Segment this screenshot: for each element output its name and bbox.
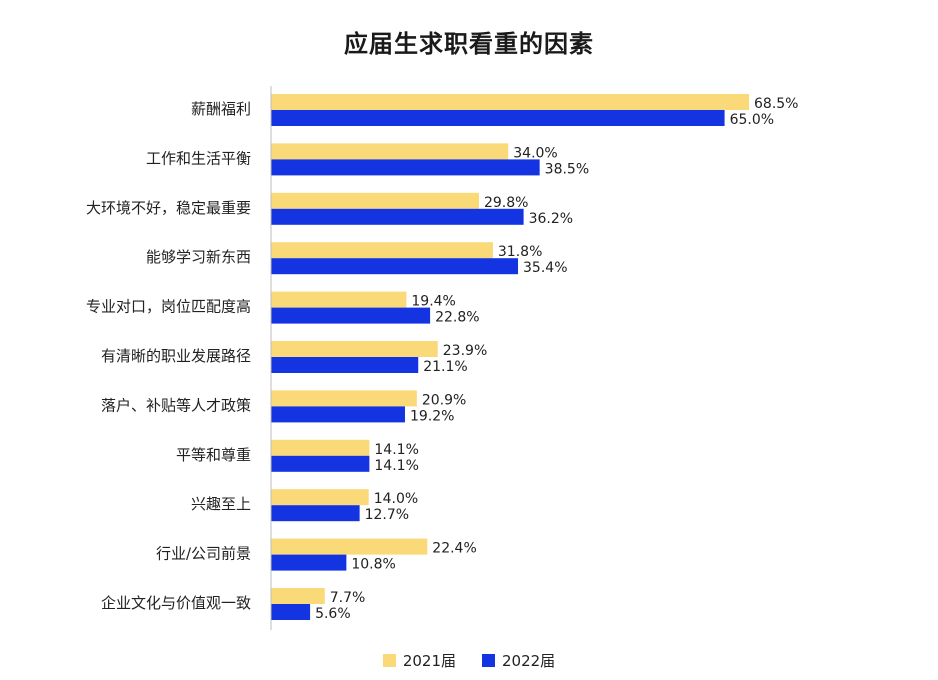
data-label: 19.2% [410, 408, 454, 424]
data-label: 29.8% [484, 195, 528, 211]
bar-2022届 [271, 554, 347, 571]
bar-2021届 [271, 143, 509, 160]
category-label: 专业对口，岗位匹配度高 [86, 298, 251, 316]
bar-2021届 [271, 291, 407, 308]
category-label: 能够学习新东西 [146, 248, 251, 266]
legend-label: 2021届 [402, 652, 456, 670]
chart-title: 应届生求职看重的因素 [344, 30, 594, 58]
data-label: 22.8% [435, 310, 479, 326]
data-label: 34.0% [513, 145, 557, 161]
bar-2022届 [271, 208, 524, 225]
bar-2022届 [271, 307, 431, 324]
data-label: 5.6% [315, 606, 351, 622]
bar-2021届 [271, 538, 428, 555]
category-label: 落户、补贴等人才政策 [101, 396, 251, 414]
data-label: 14.1% [374, 458, 418, 474]
bar-2022届 [271, 604, 311, 620]
category-label: 企业文化与价值观一致 [101, 594, 251, 612]
data-label: 14.0% [374, 491, 418, 507]
data-label: 22.4% [432, 541, 476, 557]
category-label: 工作和生活平衡 [146, 149, 251, 167]
bar-2021届 [271, 390, 417, 407]
bar-2022届 [271, 110, 725, 126]
chart-plot: 薪酬福利 68.5%65.0% 工作和生活平衡 34.0%38.5% 大环境不好，稳定最… [86, 86, 798, 630]
bar-2022届 [271, 505, 360, 522]
bar-2021届 [271, 489, 369, 506]
data-label: 21.1% [423, 359, 467, 375]
category-label: 行业/公司前景 [156, 545, 251, 563]
data-label: 38.5% [545, 161, 589, 177]
category-label: 大环境不好，稳定最重要 [86, 199, 251, 217]
bar-2022届 [271, 357, 419, 373]
bar-2021届 [271, 94, 749, 110]
legend-swatch [482, 654, 495, 667]
bar-2022届 [271, 455, 370, 472]
category-label: 薪酬福利 [191, 100, 251, 118]
category-label: 平等和尊重 [176, 446, 251, 464]
data-label: 14.1% [374, 442, 418, 458]
bar-2022届 [271, 159, 540, 176]
bar-2021届 [271, 439, 370, 456]
data-label: 19.4% [411, 294, 455, 310]
chart-legend: 2021届 2022届 [0, 650, 938, 671]
data-label: 31.8% [498, 244, 542, 260]
category-label: 兴趣至上 [191, 495, 251, 513]
legend-label: 2022届 [502, 652, 556, 670]
bar-2021届 [271, 242, 493, 259]
bar-2021届 [271, 192, 479, 209]
bar-2022届 [271, 258, 519, 275]
legend-item: 2021届 [382, 650, 456, 671]
data-label: 68.5% [754, 96, 798, 112]
legend-item: 2022届 [482, 650, 555, 671]
data-label: 7.7% [330, 590, 366, 606]
data-label: 36.2% [529, 211, 573, 227]
bar-2022届 [271, 406, 405, 423]
data-label: 23.9% [443, 343, 487, 359]
category-label: 有清晰的职业发展路径 [101, 347, 251, 365]
data-label: 10.8% [351, 557, 395, 573]
data-label: 35.4% [523, 260, 567, 276]
bar-2021届 [271, 341, 438, 357]
data-label: 12.7% [365, 507, 409, 523]
data-label: 65.0% [730, 112, 774, 128]
legend-swatch [382, 654, 396, 667]
data-label: 20.9% [422, 392, 466, 408]
bar-2021届 [271, 588, 325, 604]
